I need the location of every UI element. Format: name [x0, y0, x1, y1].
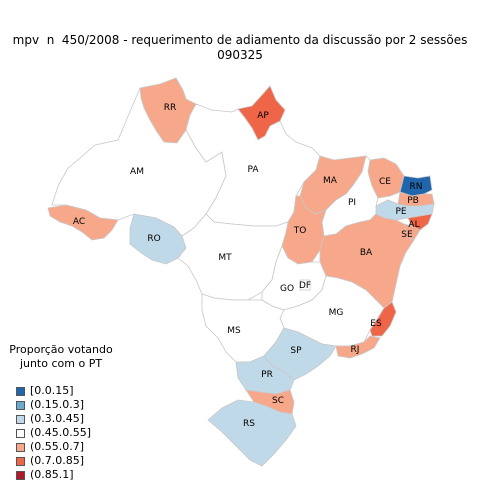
state-RS: [207, 399, 297, 467]
label-AC: AC: [73, 217, 85, 227]
label-RS: RS: [243, 419, 255, 429]
legend-list: [0.0.15] (0.15.0.3] (0.3.0.45] (0.45.0.5…: [2, 384, 120, 482]
label-RJ: RJ: [351, 345, 360, 355]
label-PR: PR: [261, 370, 273, 380]
legend-label: (0.7.0.85]: [30, 454, 85, 467]
legend-swatch: [16, 414, 25, 424]
legend-swatch: [16, 400, 25, 410]
legend-title-line1: Proporção votando: [9, 343, 113, 356]
label-RO: RO: [147, 234, 160, 244]
legend-item: (0.15.0.3]: [16, 398, 120, 412]
label-MS: MS: [227, 326, 241, 336]
label-AP: AP: [257, 111, 269, 121]
state-PR: [235, 355, 295, 395]
legend-item: (0.3.0.45]: [16, 412, 120, 426]
legend-label: (0.3.0.45]: [30, 412, 85, 425]
legend-label: (0.45.0.55]: [30, 426, 92, 439]
label-SC: SC: [272, 396, 284, 406]
legend-item: (0.55.0.7]: [16, 440, 120, 454]
state-RJ: [335, 335, 381, 359]
label-SE: SE: [401, 230, 413, 240]
legend-label: (0.55.0.7]: [30, 440, 85, 453]
legend-item: (0.45.0.55]: [16, 426, 120, 440]
legend-swatch: [16, 456, 25, 466]
label-PA: PA: [247, 165, 259, 175]
legend: Proporção votando junto com o PT [0.0.15…: [2, 343, 120, 482]
legend-swatch: [16, 442, 25, 452]
label-RN: RN: [410, 182, 423, 192]
label-SP: SP: [290, 346, 302, 356]
label-AL: AL: [408, 220, 419, 230]
state-RO: [129, 213, 187, 265]
state-AC: [47, 204, 119, 241]
label-BA: BA: [360, 248, 373, 258]
state-PA: [185, 103, 321, 227]
label-ES: ES: [370, 319, 382, 329]
legend-item: [0.0.15]: [16, 384, 120, 398]
label-DF: DF: [299, 281, 311, 291]
state-ES: [369, 301, 397, 337]
state-DF: [299, 279, 311, 291]
legend-item: (0.7.0.85]: [16, 454, 120, 468]
legend-label: [0.0.15]: [30, 384, 74, 397]
label-PB: PB: [407, 196, 419, 206]
label-GO: GO: [280, 284, 294, 294]
label-PI: PI: [348, 198, 356, 208]
legend-item: (0.85.1]: [16, 468, 120, 482]
legend-label: (0.85.1]: [30, 468, 74, 481]
label-MT: MT: [218, 253, 232, 263]
label-RR: RR: [164, 103, 177, 113]
label-TO: TO: [293, 226, 307, 236]
map-subtitle: 090325: [217, 48, 263, 62]
label-MG: MG: [329, 308, 344, 318]
legend-swatch: [16, 386, 25, 396]
legend-swatch: [16, 470, 25, 480]
legend-swatch: [16, 428, 25, 438]
map-title: mpv n 450/2008 - requerimento de adiamen…: [12, 33, 468, 47]
legend-label: (0.15.0.3]: [30, 398, 85, 411]
label-CE: CE: [379, 177, 391, 187]
legend-title-line2: junto com o PT: [19, 357, 103, 370]
label-PE: PE: [395, 207, 406, 217]
label-AM: AM: [130, 167, 144, 177]
label-MA: MA: [323, 176, 338, 186]
